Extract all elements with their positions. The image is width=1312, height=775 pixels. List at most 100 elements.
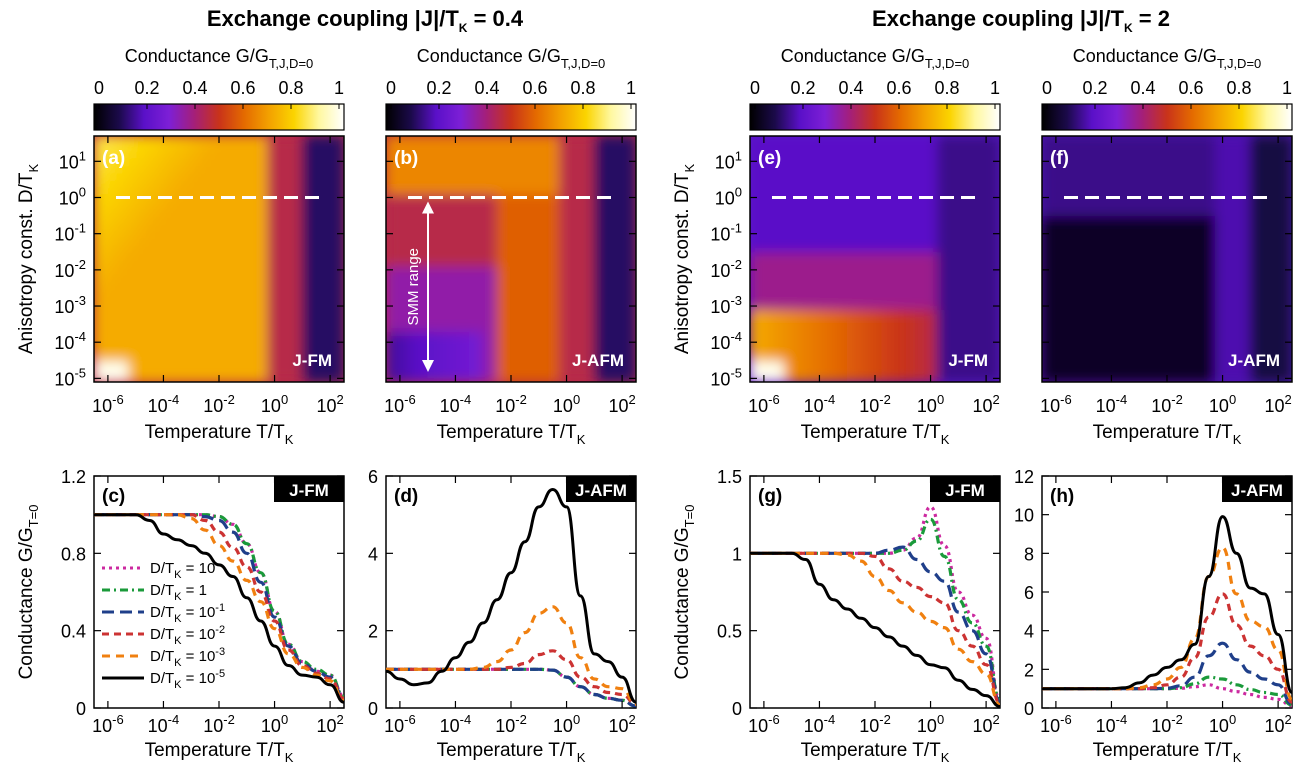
heatmap-cell bbox=[1138, 287, 1147, 296]
heatmap-cell bbox=[628, 280, 636, 289]
heatmap-cell bbox=[267, 301, 276, 311]
heatmap-cell bbox=[218, 330, 227, 340]
heatmap-cell bbox=[531, 236, 540, 246]
heatmap-cell bbox=[538, 244, 547, 253]
heatmap-cell bbox=[274, 338, 282, 347]
heatmap-cell bbox=[1097, 287, 1105, 296]
heatmap-cell bbox=[593, 244, 602, 253]
heatmap-cell bbox=[135, 229, 144, 238]
heatmap-cell bbox=[614, 316, 623, 325]
heatmap-cell bbox=[992, 236, 1000, 246]
heatmap-cell bbox=[308, 178, 317, 188]
heatmap-cell bbox=[420, 338, 429, 347]
heatmap-cell bbox=[846, 309, 855, 318]
heatmap-cell bbox=[517, 359, 526, 369]
heatmap-cell bbox=[1055, 309, 1064, 318]
heatmap-cell bbox=[531, 251, 540, 260]
heatmap-cell bbox=[1110, 352, 1119, 361]
heatmap-cell bbox=[489, 280, 498, 289]
heatmap-cell bbox=[853, 136, 862, 144]
heatmap-cell bbox=[909, 136, 918, 144]
heatmap-cell bbox=[798, 136, 807, 144]
heatmap-cell bbox=[204, 374, 213, 382]
heatmap-cell bbox=[1187, 178, 1196, 188]
heatmap-cell bbox=[169, 222, 178, 231]
heatmap-cell bbox=[825, 186, 834, 195]
heatmap-cell bbox=[406, 287, 415, 296]
heatmap-cell bbox=[832, 200, 841, 209]
heatmap-cell bbox=[107, 338, 116, 347]
heatmap-cell bbox=[204, 280, 213, 289]
heatmap-cell bbox=[1208, 323, 1217, 332]
heatmap-cell bbox=[524, 142, 533, 151]
heatmap-cell bbox=[1166, 244, 1175, 253]
heatmap-cell bbox=[475, 164, 484, 173]
heatmap-cell bbox=[176, 229, 185, 238]
heatmap-cell bbox=[1104, 178, 1112, 188]
heatmap-cell bbox=[756, 367, 765, 376]
heatmap-cell bbox=[784, 222, 793, 231]
heatmap-cell bbox=[621, 258, 630, 267]
heatmap-cell bbox=[420, 149, 429, 159]
heatmap-cell bbox=[784, 345, 793, 354]
heatmap-cell bbox=[1152, 272, 1161, 282]
heatmap-cell bbox=[853, 338, 862, 347]
heatmap-cell bbox=[1048, 316, 1057, 325]
heatmap-cell bbox=[812, 359, 820, 369]
heatmap-cell bbox=[1180, 359, 1189, 369]
heatmap-cell bbox=[1229, 280, 1237, 289]
heatmap-cell bbox=[1180, 164, 1189, 173]
heatmap-cell bbox=[454, 200, 463, 209]
heatmap-cell bbox=[1229, 265, 1237, 274]
heatmap-cell bbox=[281, 186, 289, 195]
heatmap-cell bbox=[593, 164, 602, 173]
heatmap-cell bbox=[260, 323, 269, 332]
heatmap-cell bbox=[142, 251, 151, 260]
heatmap-cell bbox=[294, 149, 303, 159]
heatmap-cell bbox=[1131, 280, 1140, 289]
heatmap-cell bbox=[874, 323, 883, 332]
heatmap-cell bbox=[1194, 229, 1203, 238]
heatmap-cell bbox=[517, 287, 526, 296]
heatmap-cell bbox=[94, 244, 102, 253]
heatmap-cell bbox=[763, 338, 772, 347]
heatmap-cell bbox=[336, 359, 344, 369]
heatmap-cell bbox=[1235, 142, 1244, 151]
heatmap-cell bbox=[274, 236, 282, 246]
heatmap-cell bbox=[1242, 251, 1251, 260]
heatmap-cell bbox=[475, 287, 484, 296]
heatmap-cell bbox=[805, 171, 813, 180]
heatmap-cell bbox=[218, 258, 227, 267]
heatmap-cell bbox=[427, 200, 436, 209]
heatmap-cell bbox=[204, 251, 213, 260]
heatmap-cell bbox=[1256, 244, 1265, 253]
heatmap-cell bbox=[517, 222, 526, 231]
heatmap-cell bbox=[517, 309, 526, 318]
heatmap-cell bbox=[183, 222, 192, 231]
heatmap-cell bbox=[510, 272, 519, 282]
heatmap-cell bbox=[510, 352, 519, 361]
heatmap-cell bbox=[756, 272, 765, 282]
heatmap-cell bbox=[190, 330, 199, 340]
heatmap-cell bbox=[777, 280, 786, 289]
heatmap-cell bbox=[1048, 280, 1057, 289]
heatmap-cell bbox=[770, 244, 779, 253]
heatmap-cell bbox=[614, 200, 623, 209]
heatmap-cell bbox=[128, 323, 137, 332]
heatmap-cell bbox=[386, 164, 394, 173]
heatmap-cell bbox=[392, 193, 401, 202]
heatmap-cell bbox=[839, 142, 848, 151]
heatmap-cell bbox=[621, 244, 630, 253]
heatmap-cell bbox=[888, 193, 897, 202]
heatmap-cell bbox=[909, 149, 918, 159]
heatmap-cell bbox=[978, 171, 987, 180]
heatmap-cell bbox=[329, 301, 338, 311]
heatmap-cell bbox=[825, 178, 834, 188]
heatmap-cell bbox=[128, 287, 137, 296]
heatmap-cell bbox=[937, 244, 945, 253]
heatmap-cell bbox=[559, 164, 568, 173]
heatmap-cell bbox=[1222, 352, 1230, 361]
heatmap-cell bbox=[524, 164, 533, 173]
heatmap-cell bbox=[190, 258, 199, 267]
heatmap-cell bbox=[135, 359, 144, 369]
